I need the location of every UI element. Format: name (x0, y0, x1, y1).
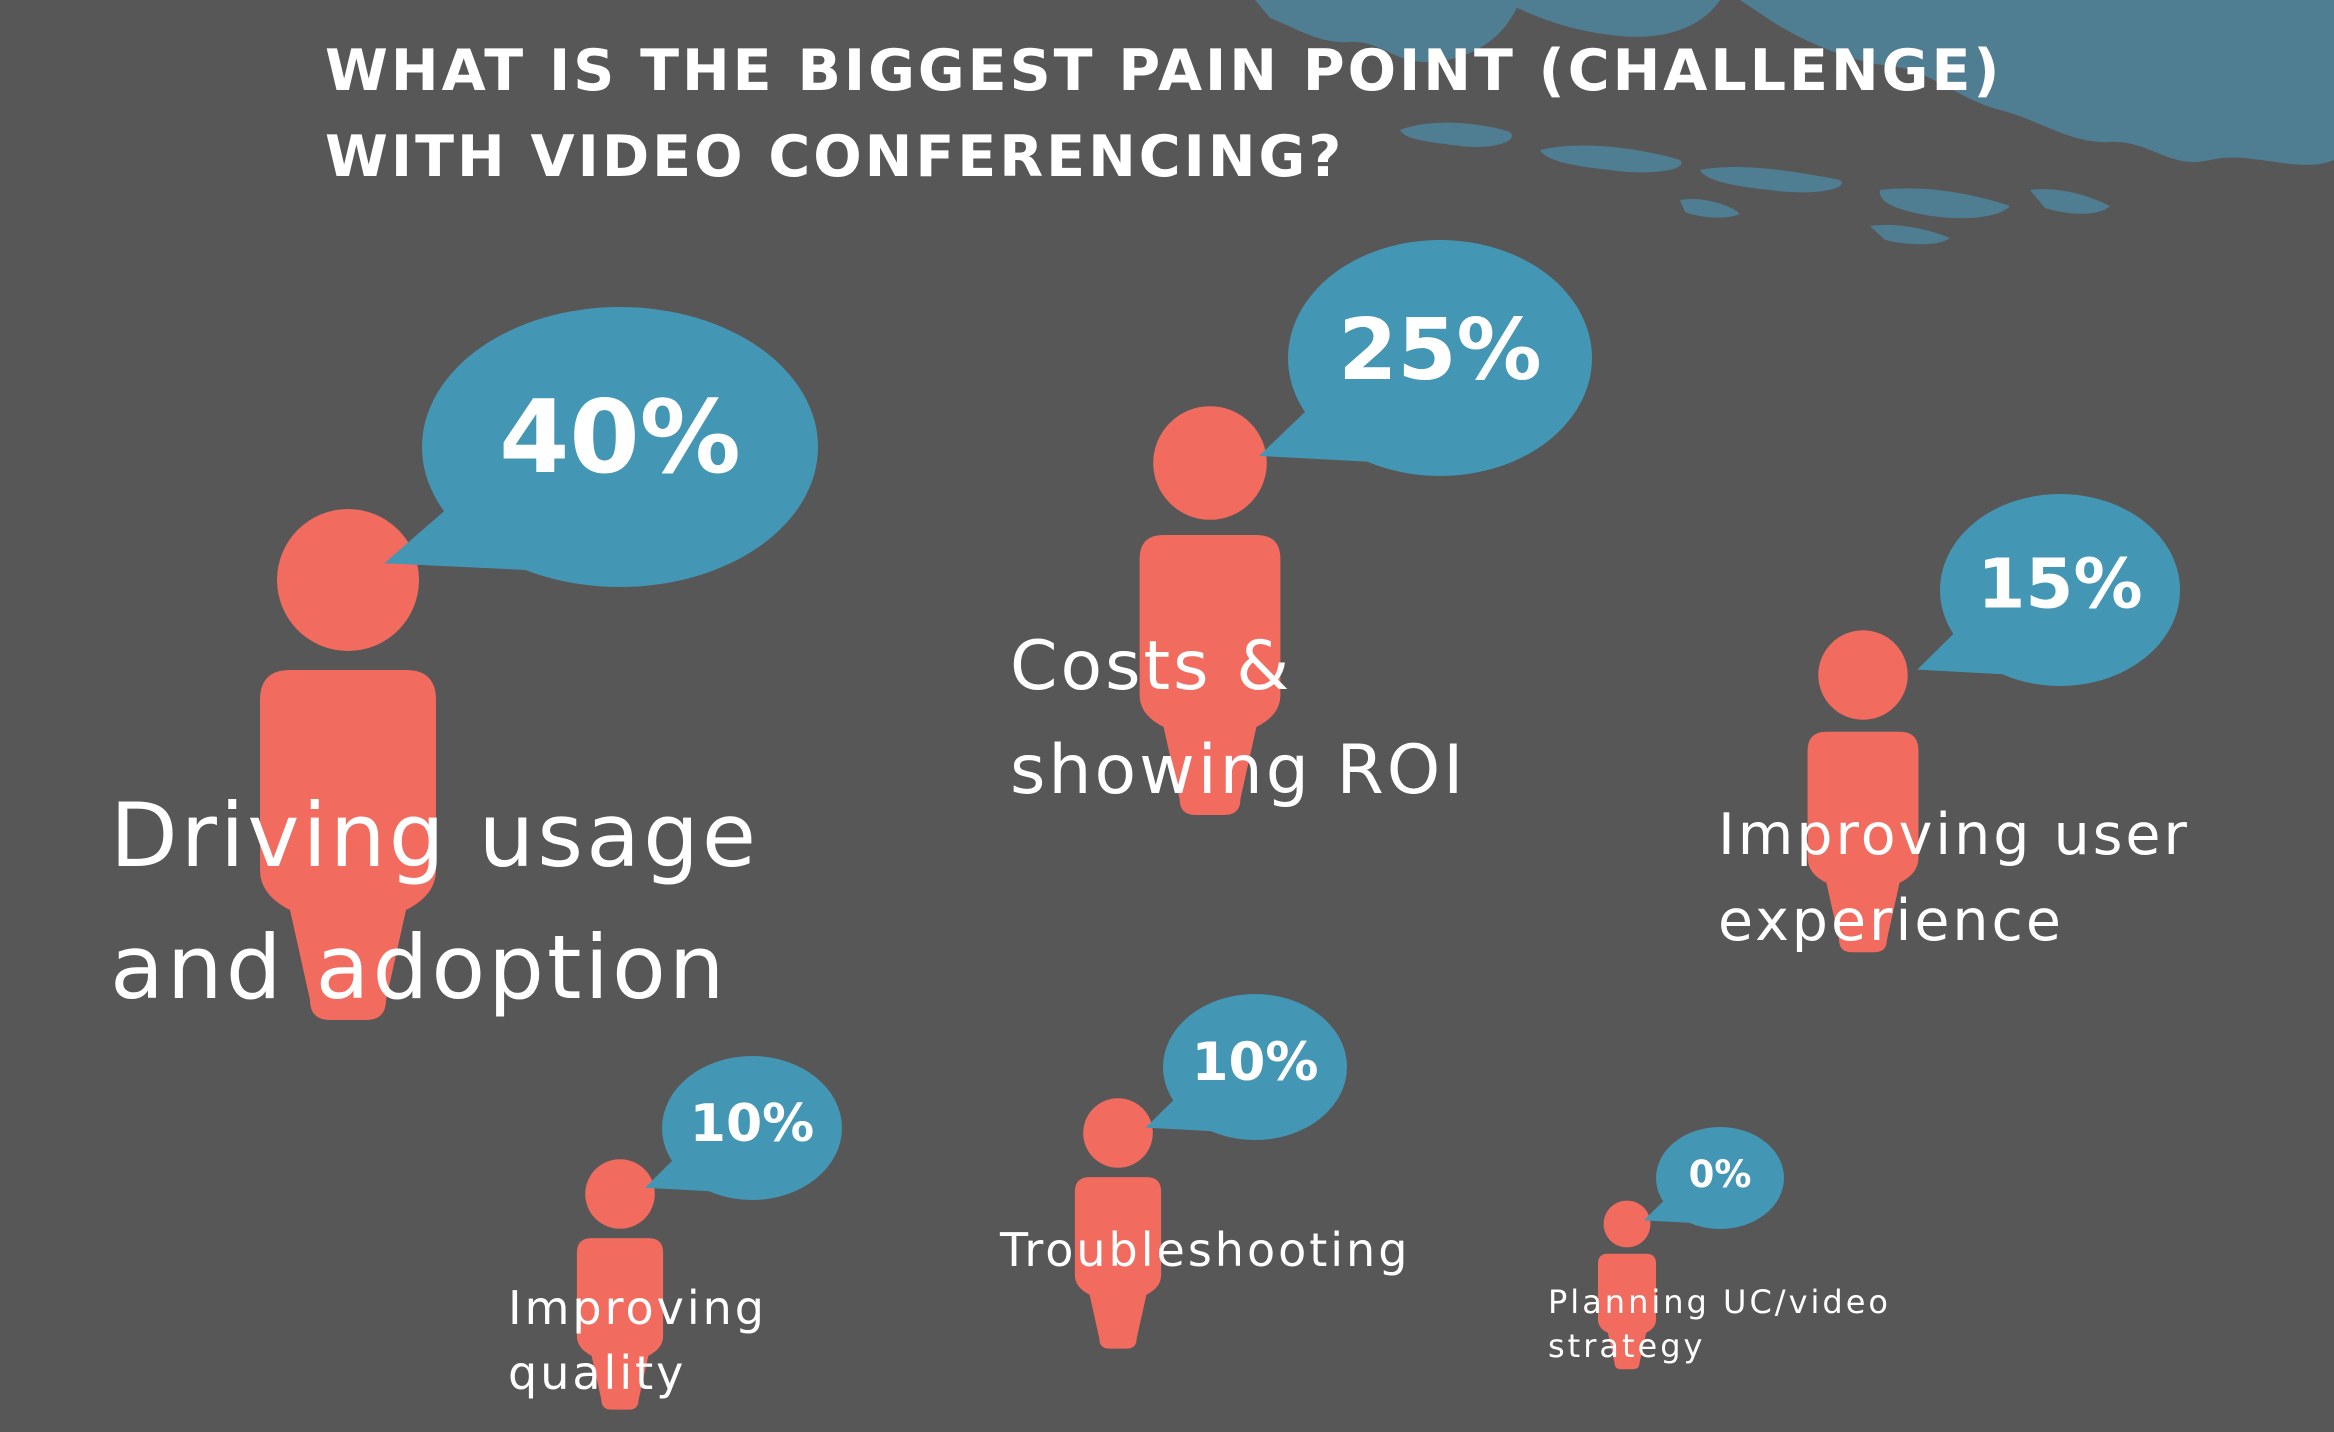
person-icon (260, 509, 436, 1020)
person-body (576, 1238, 664, 1410)
person-head (585, 1159, 655, 1229)
category-label: Improving user experience (1718, 802, 2190, 954)
person-body (1074, 1177, 1162, 1349)
bubble-body (422, 307, 818, 587)
pain-point-group: 40% (260, 307, 818, 1020)
map-landmass-1 (1255, 0, 1520, 63)
speech-bubble-icon (1259, 240, 1592, 476)
chart-marks: 40% 25% 15% 10% 10% 0% (260, 240, 2180, 1410)
map-landmass-6 (1700, 167, 1842, 193)
speech-bubble-icon (1917, 494, 2180, 686)
person-icon (576, 1159, 664, 1410)
data-label: 10% (690, 1094, 814, 1154)
category-label: Planning UC/video strategy (1548, 1283, 1891, 1365)
person-icon (1139, 406, 1281, 815)
person-icon (1807, 630, 1919, 953)
person-icon (1074, 1098, 1162, 1349)
bubble-body (1940, 494, 2180, 686)
bubble-body (1163, 994, 1347, 1140)
bubble-body (1656, 1127, 1784, 1229)
data-label: 40% (499, 378, 741, 496)
person-head (1603, 1200, 1651, 1248)
bubble-body (662, 1056, 842, 1200)
data-label: 10% (1192, 1032, 1319, 1093)
pain-point-group: 15% (1807, 494, 2180, 953)
bubble-tail (384, 482, 591, 573)
map-landmass-8 (1870, 224, 1950, 245)
category-label: Troubleshooting (1000, 1223, 1411, 1277)
person-body (260, 670, 436, 1020)
speech-bubble-icon (384, 307, 818, 587)
person-head (1153, 406, 1267, 520)
speech-bubble-icon (644, 1056, 842, 1200)
pain-point-group: 10% (576, 1056, 842, 1410)
pain-point-group: 25% (1139, 240, 1592, 815)
map-landmass-9 (1680, 198, 1740, 218)
category-label: Driving usage and adoption (110, 784, 760, 1019)
person-body (1807, 731, 1919, 953)
person-head (1818, 630, 1908, 720)
data-label: 15% (1977, 544, 2142, 624)
bubble-body (1288, 240, 1592, 476)
pain-point-group: 10% (1074, 994, 1347, 1349)
world-map-fragment (1255, 0, 2334, 245)
data-label: 0% (1689, 1153, 1752, 1196)
map-landmass-5 (1540, 145, 1682, 173)
speech-bubble-icon (1145, 994, 1347, 1140)
speech-bubble-icon (1643, 1127, 1784, 1229)
person-body (1597, 1253, 1657, 1370)
bubble-tail (1643, 1190, 1711, 1224)
category-label: Costs & showing ROI (1010, 627, 1467, 810)
person-head (277, 509, 419, 651)
map-landmass-2 (1500, 0, 1720, 37)
bubble-tail (1917, 614, 2042, 677)
person-head (1083, 1098, 1153, 1168)
chart-title: WHAT IS THE BIGGEST PAIN POINT (CHALLENG… (325, 38, 2003, 190)
map-landmass-7 (1879, 188, 2010, 219)
map-landmass-10 (2030, 189, 2110, 214)
bubble-tail (644, 1146, 739, 1193)
pain-point-group: 0% (1597, 1127, 1784, 1370)
bubble-tail (1145, 1085, 1242, 1133)
data-label: 25% (1338, 301, 1541, 400)
map-landmass-4 (1400, 122, 1512, 148)
category-label: Improving quality (508, 1281, 767, 1400)
person-body (1139, 535, 1281, 815)
map-landmass-3 (1740, 0, 2334, 165)
bubble-tail (1259, 387, 1418, 465)
person-icon (1597, 1200, 1657, 1370)
